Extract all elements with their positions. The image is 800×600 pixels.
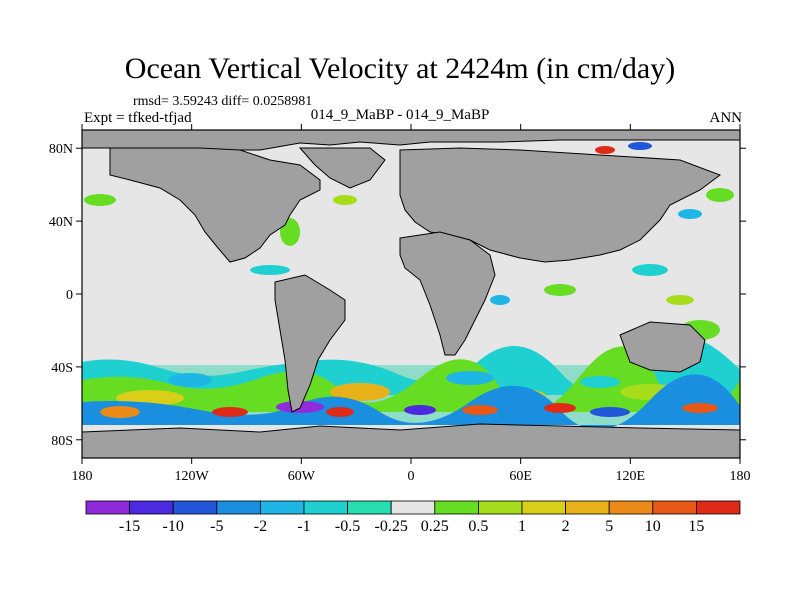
case-text: 014_9_MaBP - 014_9_MaBP bbox=[310, 107, 490, 123]
x-tick-label: 180 bbox=[72, 469, 93, 484]
npac-patch bbox=[678, 209, 702, 219]
colorbar-swatch bbox=[521, 500, 566, 515]
npac-patch bbox=[706, 188, 734, 202]
colorbar-label: -0.25 bbox=[375, 518, 408, 535]
colorbar-label: 15 bbox=[688, 518, 704, 535]
y-axis: 80N 40N 0 40S 80S bbox=[49, 142, 746, 449]
colorbar-label: -0.5 bbox=[335, 518, 360, 535]
colorbar-label: -5 bbox=[210, 518, 223, 535]
colorbar-label: 0.5 bbox=[468, 518, 488, 535]
colorbar-label: -15 bbox=[119, 518, 140, 535]
wpac-patch bbox=[632, 264, 668, 276]
y-tick-label: 40N bbox=[49, 215, 73, 230]
season-text: ANN bbox=[709, 110, 743, 126]
so-patch bbox=[100, 406, 140, 418]
colorbar-swatch bbox=[696, 500, 741, 515]
arctic-patch bbox=[595, 146, 615, 154]
x-tick-label: 120E bbox=[616, 469, 646, 484]
colorbar-swatch bbox=[652, 500, 697, 515]
colorbar-label: -2 bbox=[254, 518, 267, 535]
x-tick-label: 120W bbox=[175, 469, 210, 484]
wpac-patch bbox=[666, 295, 694, 305]
colorbar-swatch bbox=[434, 500, 479, 515]
y-tick-label: 80S bbox=[51, 434, 73, 449]
colorbar-swatch bbox=[565, 500, 610, 515]
colorbar-swatch bbox=[608, 500, 654, 515]
colorbar-swatch bbox=[172, 500, 218, 515]
so-patch bbox=[404, 405, 436, 415]
southern-ocean-band bbox=[82, 336, 740, 430]
colorbar-swatch bbox=[477, 500, 523, 515]
x-axis: 180 120W 60W 0 60E 120E 180 bbox=[72, 124, 751, 484]
colorbar-swatch bbox=[259, 500, 305, 515]
colorbar-label: 2 bbox=[562, 518, 570, 535]
stats-text: rmsd= 3.59243 diff= 0.0258981 bbox=[133, 94, 313, 109]
eqatl-patch bbox=[250, 265, 290, 275]
colorbar-swatch bbox=[390, 500, 436, 515]
land bbox=[82, 130, 740, 458]
colorbar-swatch bbox=[129, 500, 174, 515]
land-eurasia bbox=[399, 147, 722, 263]
x-tick-label: 60E bbox=[509, 469, 532, 484]
arctic-patch bbox=[628, 142, 652, 150]
land-south-america bbox=[274, 274, 346, 413]
colorbar-swatch bbox=[347, 500, 392, 515]
expt-text: Expt = tfked-tfjad bbox=[84, 110, 192, 126]
y-tick-label: 40S bbox=[51, 361, 73, 376]
so-patch bbox=[580, 376, 620, 388]
land-africa bbox=[399, 231, 496, 356]
so-patch bbox=[82, 336, 740, 395]
colorbar-swatch bbox=[303, 500, 348, 515]
land-greenland bbox=[298, 147, 386, 189]
so-patch bbox=[330, 383, 390, 401]
land-antarctica bbox=[82, 423, 740, 458]
y-tick-label: 0 bbox=[66, 288, 73, 303]
so-patch bbox=[590, 407, 630, 417]
colorbar-label: 0.25 bbox=[421, 518, 449, 535]
colorbar-label: -1 bbox=[297, 518, 310, 535]
colorbar-label: -10 bbox=[163, 518, 184, 535]
npac-patch bbox=[84, 194, 116, 206]
land-australia bbox=[619, 321, 706, 373]
colorbar-label: 1 bbox=[518, 518, 526, 535]
colorbar-label: 5 bbox=[605, 518, 613, 535]
so-patch bbox=[682, 403, 718, 413]
so-patch bbox=[462, 405, 498, 415]
so-patch bbox=[82, 374, 740, 430]
y-tick-label: 80N bbox=[49, 142, 73, 157]
colorbar-swatch bbox=[216, 500, 261, 515]
indian-patch bbox=[544, 284, 576, 296]
so-patch bbox=[544, 403, 576, 413]
indian-patch bbox=[490, 295, 510, 305]
colorbar-swatch bbox=[85, 500, 130, 515]
map-plot-area bbox=[82, 130, 740, 458]
so-patch bbox=[82, 346, 740, 422]
so-patch bbox=[212, 407, 248, 417]
x-tick-label: 180 bbox=[730, 469, 751, 484]
x-tick-label: 60W bbox=[288, 469, 316, 484]
so-patch bbox=[168, 373, 212, 387]
page-title: Ocean Vertical Velocity at 2424m (in cm/… bbox=[124, 52, 676, 85]
colorbar: -15 -10 -5 -2 -1 -0.5 -0.25 0.25 0.5 1 2 5 10 15 bbox=[85, 500, 741, 535]
natl-patch bbox=[333, 195, 357, 205]
so-patch bbox=[326, 407, 354, 417]
x-tick-label: 0 bbox=[408, 469, 415, 484]
land-north-america bbox=[109, 147, 321, 263]
so-patch bbox=[446, 371, 494, 385]
colorbar-label: 10 bbox=[645, 518, 661, 535]
